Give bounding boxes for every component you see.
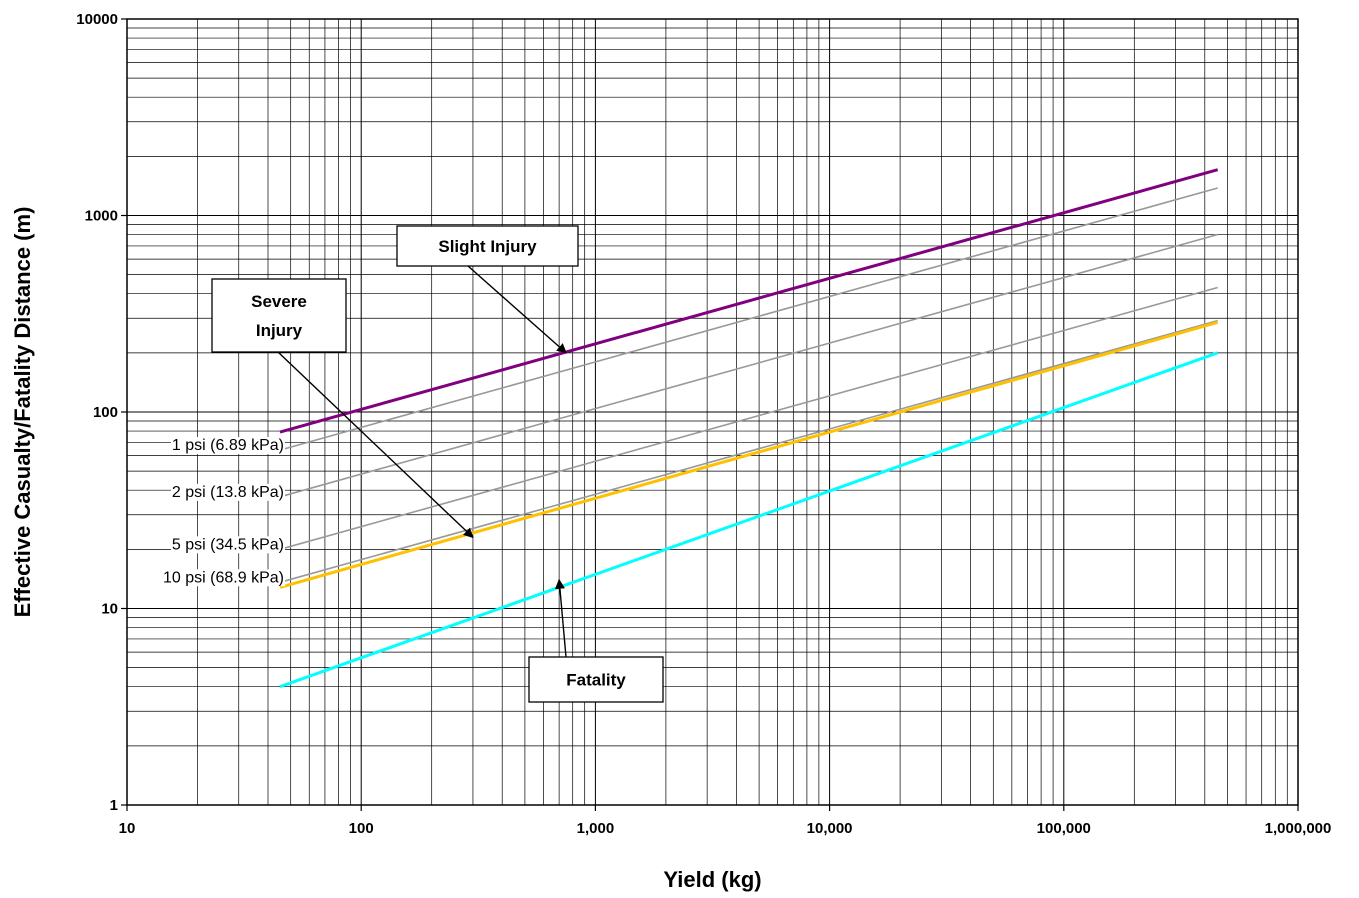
y-tick-label: 1000 (85, 208, 118, 225)
series-line-5 (280, 322, 1218, 587)
x-tick-label: 10 (119, 820, 136, 837)
x-tick-label: 100 (349, 820, 374, 837)
annotation-arrow (278, 352, 473, 537)
x-tick-label: 1,000 (577, 820, 615, 837)
x-tick-label: 1,000,000 (1265, 820, 1332, 837)
y-tick-label: 1 (110, 797, 118, 814)
x-axis-title: Yield (kg) (663, 867, 761, 892)
series-line-4 (280, 321, 1218, 583)
annotation-arrow (468, 266, 566, 353)
y-tick-label: 100 (93, 404, 118, 421)
series-line-6 (280, 353, 1218, 687)
y-axis-title: Effective Casualty/Fatality Distance (m) (10, 207, 35, 618)
tick-labels: 10 100 1,000 10,000 100,000 1,000,00011010010… (76, 11, 1331, 837)
x-tick-label: 100,000 (1037, 820, 1091, 837)
psi-label: 1 psi (6.89 kPa) (172, 437, 284, 454)
series-line-3 (280, 288, 1218, 550)
y-tick-label: 10000 (76, 11, 118, 28)
annotation-label: Fatality (566, 671, 626, 690)
annotation-label: Severe (251, 292, 307, 311)
annotation-label: Injury (256, 321, 303, 340)
x-tick-label: 10,000 (807, 820, 853, 837)
psi-labels: 1 psi (6.89 kPa) 2 psi (13.8 kPa) 5 psi (3… (162, 437, 285, 586)
annotation-label: Slight Injury (438, 237, 537, 256)
psi-label: 5 psi (34.5 kPa) (172, 536, 284, 553)
annotation-box (212, 279, 346, 352)
y-tick-label: 10 (101, 601, 118, 618)
psi-label: 2 psi (13.8 kPa) (172, 484, 284, 501)
psi-label: 10 psi (68.9 kPa) (163, 569, 284, 586)
annotation-arrow (559, 580, 566, 657)
series-line-0 (280, 170, 1218, 432)
series-line-2 (280, 235, 1218, 497)
grid (121, 19, 1298, 811)
